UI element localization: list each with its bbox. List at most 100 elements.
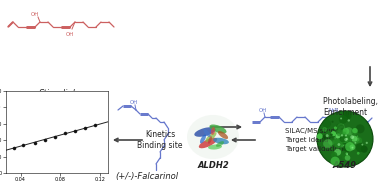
- Circle shape: [334, 130, 342, 137]
- Text: OH: OH: [31, 13, 39, 17]
- Ellipse shape: [200, 134, 206, 143]
- Circle shape: [340, 134, 350, 144]
- Ellipse shape: [205, 132, 217, 142]
- Point: [72, 129, 78, 132]
- Circle shape: [350, 144, 355, 150]
- Circle shape: [355, 137, 359, 142]
- Circle shape: [328, 138, 335, 145]
- Circle shape: [317, 133, 323, 139]
- Ellipse shape: [218, 131, 228, 139]
- Circle shape: [338, 133, 342, 138]
- Text: Photolabeling, Click,
Enrichment: Photolabeling, Click, Enrichment: [323, 97, 378, 117]
- Circle shape: [342, 146, 347, 151]
- Circle shape: [322, 119, 331, 128]
- Circle shape: [356, 124, 365, 133]
- Circle shape: [341, 136, 349, 144]
- Circle shape: [357, 152, 359, 155]
- Circle shape: [344, 127, 353, 136]
- Circle shape: [344, 135, 352, 143]
- Text: OH: OH: [259, 108, 267, 114]
- Circle shape: [317, 111, 373, 167]
- Circle shape: [342, 128, 350, 135]
- Circle shape: [343, 139, 345, 141]
- Text: (+/-)-Falcarinol: (+/-)-Falcarinol: [115, 171, 178, 181]
- Circle shape: [344, 114, 349, 119]
- Circle shape: [352, 136, 358, 142]
- Text: Stipudiol: Stipudiol: [39, 88, 76, 98]
- Circle shape: [336, 134, 341, 139]
- Circle shape: [338, 143, 340, 146]
- Ellipse shape: [208, 136, 212, 144]
- Circle shape: [355, 142, 356, 144]
- Circle shape: [345, 147, 350, 152]
- Circle shape: [322, 135, 327, 140]
- Ellipse shape: [213, 138, 229, 144]
- Ellipse shape: [209, 124, 226, 134]
- Circle shape: [342, 136, 348, 142]
- Circle shape: [356, 143, 365, 152]
- Circle shape: [366, 142, 368, 144]
- Circle shape: [345, 153, 348, 155]
- Ellipse shape: [187, 115, 239, 159]
- Circle shape: [327, 131, 330, 134]
- Circle shape: [351, 128, 358, 135]
- Text: Kinetics
Binding site: Kinetics Binding site: [137, 130, 183, 150]
- Circle shape: [336, 150, 343, 157]
- Point: [11, 146, 17, 149]
- Circle shape: [342, 128, 349, 135]
- Circle shape: [352, 128, 358, 133]
- Circle shape: [331, 152, 337, 158]
- Circle shape: [346, 149, 349, 151]
- Circle shape: [338, 125, 345, 132]
- Circle shape: [330, 136, 335, 141]
- Circle shape: [345, 152, 347, 155]
- Text: A549: A549: [333, 161, 357, 171]
- Circle shape: [339, 128, 347, 135]
- Circle shape: [334, 126, 337, 130]
- Circle shape: [349, 137, 358, 145]
- Circle shape: [338, 126, 345, 133]
- Point: [62, 132, 68, 135]
- Text: ALDH2: ALDH2: [197, 161, 229, 171]
- Ellipse shape: [216, 141, 224, 147]
- Circle shape: [343, 134, 347, 138]
- Circle shape: [337, 133, 342, 138]
- Circle shape: [339, 137, 342, 139]
- Circle shape: [344, 136, 346, 139]
- Circle shape: [336, 138, 343, 145]
- Ellipse shape: [208, 145, 222, 150]
- Text: OH: OH: [66, 31, 74, 37]
- Circle shape: [345, 142, 354, 151]
- Circle shape: [335, 137, 336, 139]
- Circle shape: [350, 134, 355, 140]
- Circle shape: [342, 139, 348, 145]
- Circle shape: [346, 153, 348, 155]
- Circle shape: [346, 138, 348, 140]
- Circle shape: [345, 155, 350, 161]
- Circle shape: [352, 147, 353, 149]
- Circle shape: [344, 138, 347, 141]
- Circle shape: [355, 137, 362, 144]
- Circle shape: [341, 144, 344, 148]
- Circle shape: [322, 134, 327, 139]
- Circle shape: [337, 123, 344, 130]
- Circle shape: [336, 123, 344, 132]
- Circle shape: [361, 146, 368, 153]
- Circle shape: [332, 121, 334, 123]
- Circle shape: [333, 136, 339, 143]
- Circle shape: [345, 136, 348, 139]
- Circle shape: [334, 139, 343, 148]
- Circle shape: [339, 137, 345, 144]
- Point: [20, 144, 26, 147]
- Ellipse shape: [203, 129, 211, 137]
- Point: [82, 127, 88, 130]
- Circle shape: [345, 134, 347, 136]
- Circle shape: [342, 111, 352, 120]
- Circle shape: [342, 132, 346, 136]
- Circle shape: [341, 135, 347, 141]
- Circle shape: [346, 139, 348, 141]
- Circle shape: [352, 139, 355, 142]
- Circle shape: [322, 127, 327, 132]
- Circle shape: [342, 154, 348, 160]
- Circle shape: [336, 129, 343, 136]
